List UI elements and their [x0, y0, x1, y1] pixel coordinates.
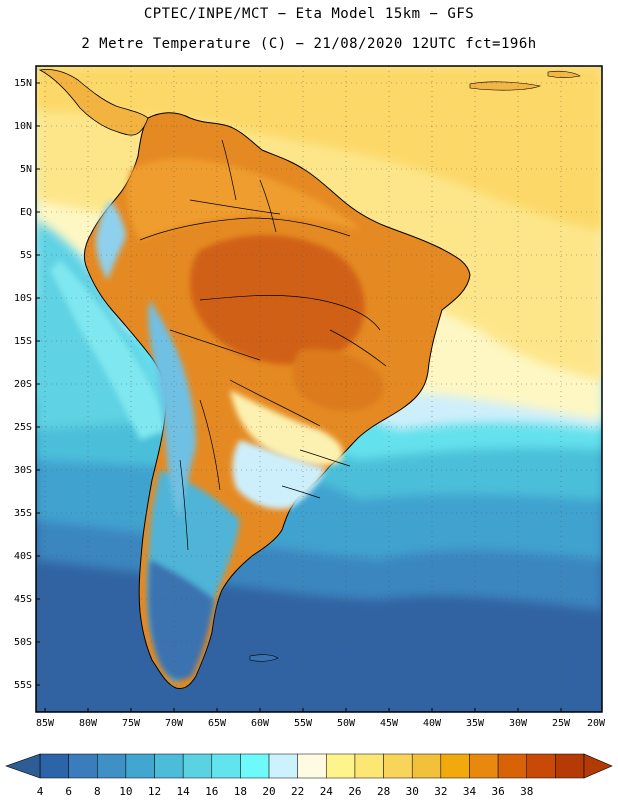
colorbar-cell	[39, 753, 69, 779]
colorbar-cell	[211, 753, 241, 779]
lon-label: 20W	[587, 718, 606, 729]
colorbar-label: 26	[348, 785, 361, 798]
colorbar-labels: 4 6 8 10 12 14 16 18 20 22 24 26 28 30 32 34 36 38	[37, 785, 534, 798]
pampas-cool	[232, 440, 326, 510]
colorbar-cell	[440, 753, 470, 779]
colorbar-cell	[97, 753, 127, 779]
lat-label: 35S	[14, 508, 32, 519]
colorbar-label: 8	[94, 785, 101, 798]
colorbar-cell	[125, 753, 155, 779]
lon-label: 30W	[509, 718, 528, 729]
lon-label: 45W	[380, 718, 399, 729]
lat-label: 30S	[14, 465, 32, 476]
colorbar-label: 4	[37, 785, 44, 798]
country-borders	[139, 139, 387, 551]
lat-label: 10N	[14, 121, 32, 132]
colorbar-cell	[555, 753, 585, 779]
lat-label: 15N	[14, 78, 32, 89]
colorbar-label: 34	[463, 785, 477, 798]
colorbar-label: 18	[234, 785, 247, 798]
latitude-labels: 15N 10N 5N EQ 5S 10S 15S 20S 25S 30S 35S…	[14, 78, 32, 691]
tick-marks	[36, 82, 562, 712]
colorbar-cell	[154, 753, 184, 779]
lon-label: 35W	[466, 718, 485, 729]
colorbar-cell	[297, 753, 327, 779]
lon-label: 65W	[208, 718, 227, 729]
colorbar-cell	[383, 753, 413, 779]
temperature-map: 15N 10N 5N EQ 5S 10S 15S 20S 25S 30S 35S…	[14, 65, 606, 729]
colorbar-low-arrow	[5, 753, 41, 779]
lat-label: 15S	[14, 336, 32, 347]
colorbar-cell	[68, 753, 98, 779]
lat-label: 50S	[14, 637, 32, 648]
pacific-coastal-upwelling	[50, 260, 168, 440]
longitude-labels: 85W 80W 75W 70W 65W 60W 55W 50W 45W 40W …	[36, 718, 606, 729]
colorbar-label: 36	[491, 785, 504, 798]
lat-label: 10S	[14, 293, 32, 304]
colorbar-label: 28	[377, 785, 390, 798]
colorbar-label: 16	[205, 785, 218, 798]
patagonia-deep	[148, 560, 214, 680]
colorbar-label: 14	[177, 785, 191, 798]
colorbar-cell	[526, 753, 556, 779]
lon-label: 25W	[552, 718, 571, 729]
colorbar-high-arrow	[583, 753, 613, 779]
lon-label: 80W	[79, 718, 98, 729]
colorbar-label: 6	[65, 785, 72, 798]
colorbar-label: 22	[291, 785, 304, 798]
lon-label: 60W	[251, 718, 270, 729]
ocean-caribbean-band	[36, 66, 602, 230]
lat-label: 20S	[14, 379, 32, 390]
colorbar-label: 12	[148, 785, 161, 798]
lat-label: 45S	[14, 594, 32, 605]
lon-label: 50W	[337, 718, 356, 729]
lat-label: 55S	[14, 680, 32, 691]
colorbar-cells	[39, 753, 585, 779]
lat-label: 25S	[14, 422, 32, 433]
colorbar-label: 20	[262, 785, 275, 798]
colorbar-label: 24	[320, 785, 334, 798]
colorbar-cell	[354, 753, 384, 779]
caribbean-island	[547, 70, 581, 78]
title-line-1: CPTEC/INPE/MCT − Eta Model 15km − GFS	[143, 6, 475, 22]
colorbar-cell	[182, 753, 213, 779]
hottest-interior	[190, 235, 365, 365]
colorbar-label: 10	[119, 785, 132, 798]
colorbar-cell	[240, 753, 270, 779]
colorbar: 4 6 8 10 12 14 16 18 20 22 24 26 28 30 32 34 36 38	[5, 753, 613, 798]
colorbar-cell	[411, 753, 442, 779]
colorbar-label: 38	[520, 785, 533, 798]
lon-label: 40W	[423, 718, 442, 729]
central-america-land	[38, 69, 149, 136]
map-frame	[35, 65, 603, 713]
lat-label: EQ	[20, 207, 32, 218]
hot-central-brazil	[292, 348, 384, 411]
colorbar-cell	[268, 753, 298, 779]
colorbar-label: 30	[406, 785, 419, 798]
lon-label: 70W	[165, 718, 184, 729]
colorbar-cell	[469, 753, 499, 779]
lat-label: 5N	[20, 164, 32, 175]
lon-label: 55W	[294, 718, 313, 729]
lat-label: 40S	[14, 551, 32, 562]
andes-central	[148, 300, 196, 520]
lon-label: 85W	[36, 718, 55, 729]
title-line-2: 2 Metre Temperature (C) − 21/08/2020 12U…	[81, 36, 537, 52]
southeast-mild	[230, 390, 344, 466]
caribbean-island	[469, 81, 542, 91]
colorbar-cell	[497, 753, 527, 779]
andes-cool-strip	[96, 200, 126, 280]
colorbar-cell	[326, 753, 356, 779]
lon-label: 75W	[122, 718, 141, 729]
lat-label: 5S	[20, 250, 32, 261]
amazon-warm	[127, 158, 361, 240]
colorbar-label: 32	[434, 785, 447, 798]
falkland-islands	[249, 654, 279, 662]
